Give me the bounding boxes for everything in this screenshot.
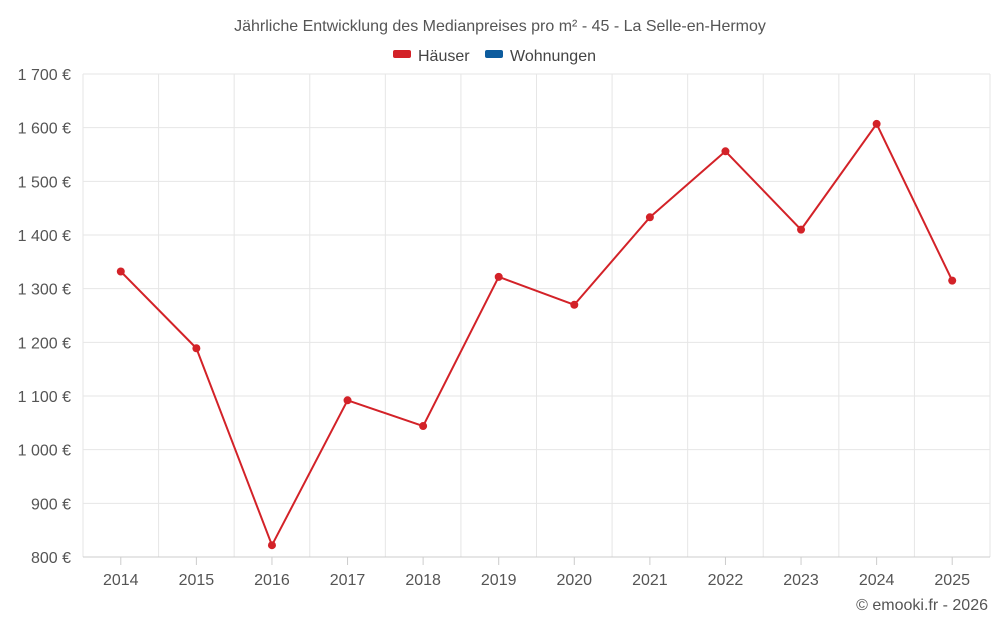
y-tick-label: 1 300 €	[18, 282, 71, 299]
data-point[interactable]	[721, 147, 730, 156]
x-tick-label: 2025	[934, 572, 970, 589]
y-tick-label: 1 200 €	[18, 335, 71, 352]
legend-item-houses[interactable]: Häuser	[393, 48, 470, 65]
legend-item-apartments[interactable]: Wohnungen	[485, 48, 596, 65]
data-point[interactable]	[419, 422, 428, 431]
data-point[interactable]	[343, 396, 352, 405]
data-point[interactable]	[116, 267, 125, 276]
data-point[interactable]	[494, 272, 503, 281]
data-point[interactable]	[570, 300, 579, 309]
chart-title: Jährliche Entwicklung des Medianpreises …	[234, 18, 766, 35]
credit: © emooki.fr - 2026	[856, 597, 988, 614]
x-tick-label: 2014	[103, 572, 139, 589]
data-point[interactable]	[192, 344, 201, 353]
data-point[interactable]	[872, 119, 881, 128]
x-tick-label: 2017	[330, 572, 366, 589]
x-tick-label: 2024	[859, 572, 895, 589]
y-tick-label: 1 400 €	[18, 228, 71, 245]
x-tick-label: 2018	[405, 572, 441, 589]
y-tick-label: 1 600 €	[18, 121, 71, 138]
y-tick-label: 900 €	[31, 496, 71, 513]
legend-label-apartments: Wohnungen	[510, 48, 596, 65]
legend: Häuser Wohnungen	[393, 48, 596, 65]
data-point[interactable]	[645, 213, 654, 222]
x-tick-label: 2020	[556, 572, 592, 589]
y-tick-label: 1 700 €	[18, 67, 71, 84]
x-axis-labels: 2014 2015 2016 2017 2018 2019 2020 2021 2022 2023…	[103, 557, 970, 589]
x-tick-label: 2021	[632, 572, 668, 589]
legend-swatch-houses	[393, 50, 411, 58]
x-gridlines	[82, 74, 991, 557]
x-tick-label: 2023	[783, 572, 819, 589]
y-tick-label: 1 000 €	[18, 443, 71, 460]
x-tick-label: 2019	[481, 572, 517, 589]
y-tick-label: 800 €	[31, 550, 71, 567]
data-point[interactable]	[267, 541, 276, 550]
x-tick-label: 2016	[254, 572, 290, 589]
data-point[interactable]	[948, 276, 957, 285]
y-tick-label: 1 500 €	[18, 174, 71, 191]
series-layer	[116, 119, 957, 550]
legend-swatch-apartments	[485, 50, 503, 58]
data-point[interactable]	[797, 225, 806, 234]
x-tick-label: 2015	[179, 572, 215, 589]
series-line-0	[120, 122, 954, 547]
y-axis-labels: 800 € 900 € 1 000 € 1 100 € 1 200 € 1 300 € 1 …	[18, 67, 71, 567]
legend-label-houses: Häuser	[418, 48, 470, 65]
y-tick-label: 1 100 €	[18, 389, 71, 406]
x-tick-label: 2022	[708, 572, 744, 589]
